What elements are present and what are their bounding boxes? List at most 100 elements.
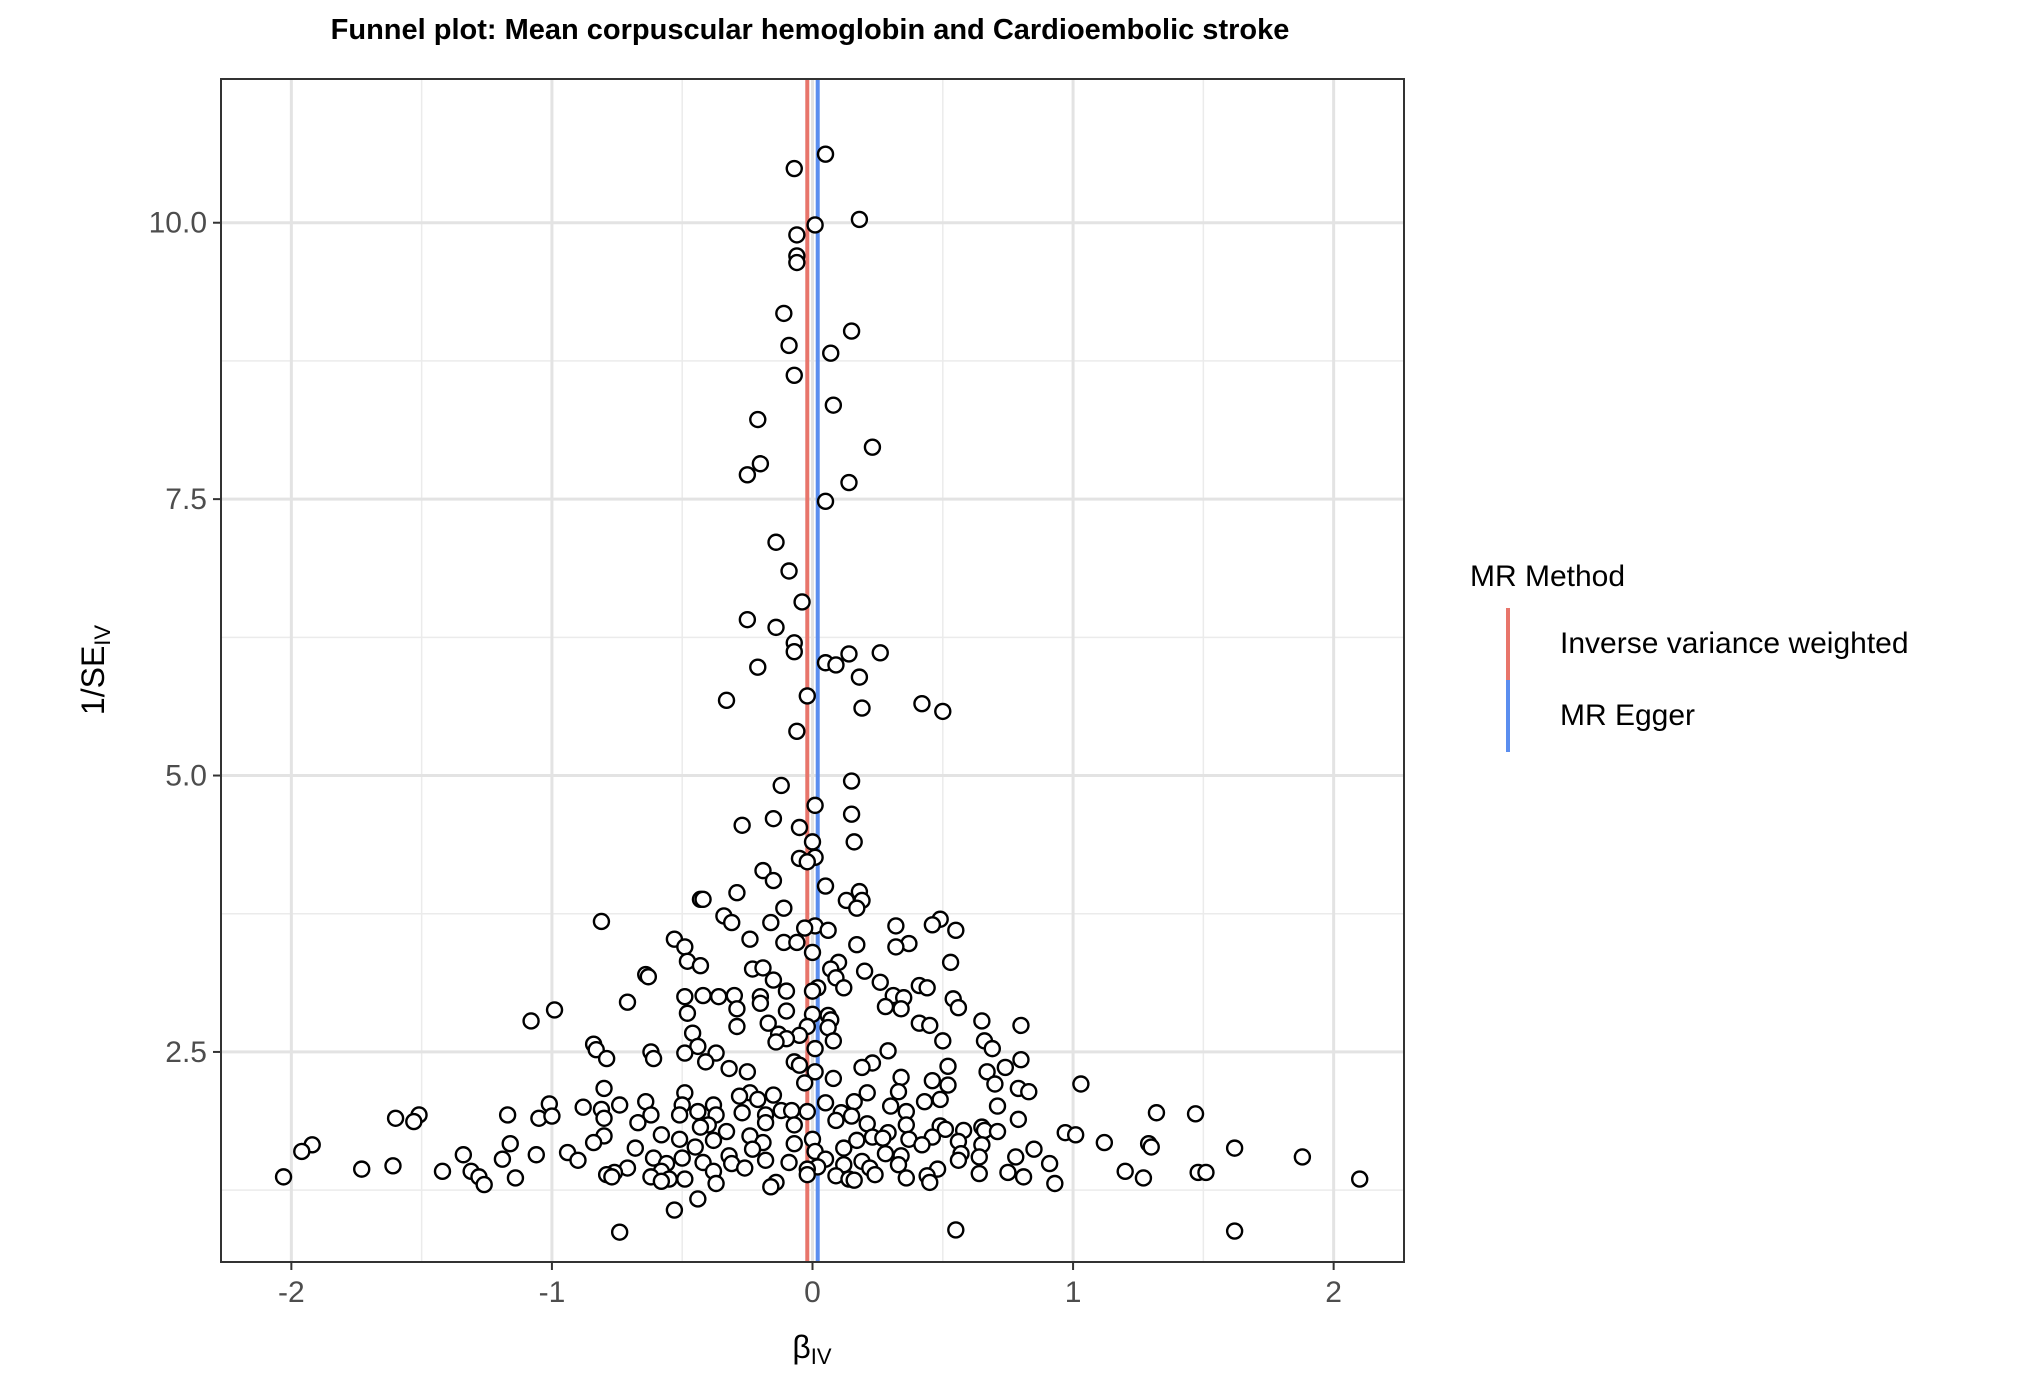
- x-tick-label: 1: [1065, 1276, 1082, 1309]
- data-point: [717, 1122, 736, 1141]
- data-point: [1116, 1162, 1134, 1181]
- data-point: [610, 1096, 629, 1114]
- data-point: [785, 159, 803, 178]
- data-point: [728, 1000, 746, 1018]
- legend-item-ivw: Inverse variance weighted: [1470, 608, 1909, 680]
- data-point: [707, 1174, 725, 1193]
- data-point: [848, 935, 866, 954]
- data-point: [897, 1116, 916, 1134]
- data-point: [597, 1049, 616, 1068]
- data-point: [970, 1148, 988, 1166]
- data-point: [764, 809, 783, 828]
- data-point: [923, 916, 942, 934]
- data-point: [720, 1059, 738, 1078]
- data-point: [835, 1139, 853, 1157]
- data-point: [754, 861, 772, 880]
- data-point: [728, 884, 746, 902]
- data-point: [767, 1033, 785, 1051]
- data-point: [738, 610, 757, 629]
- data-point: [691, 956, 710, 975]
- data-point: [751, 994, 770, 1012]
- data-point: [915, 1092, 934, 1111]
- data-point: [897, 1169, 916, 1187]
- data-point: [689, 1102, 707, 1121]
- data-point: [762, 1178, 780, 1196]
- data-point: [1147, 1104, 1166, 1122]
- data-point: [840, 473, 858, 492]
- data-point: [850, 668, 869, 686]
- data-point: [639, 968, 658, 986]
- data-point: [848, 1131, 866, 1150]
- data-points: [274, 145, 1369, 1241]
- data-point: [1225, 1139, 1244, 1157]
- data-point: [673, 1149, 691, 1167]
- data-point: [842, 805, 861, 823]
- data-point: [1225, 1222, 1244, 1240]
- data-point: [1014, 1168, 1033, 1186]
- data-point: [475, 1175, 493, 1194]
- data-point: [785, 1134, 803, 1153]
- data-point: [996, 1058, 1015, 1077]
- data-point: [892, 1068, 910, 1087]
- data-point: [840, 645, 858, 663]
- data-point: [986, 1075, 1004, 1093]
- data-point: [866, 1165, 884, 1184]
- data-point: [988, 1122, 1007, 1141]
- data-point: [855, 962, 874, 980]
- data-point: [822, 344, 840, 362]
- legend-label-ivw: Inverse variance weighted: [1560, 627, 1909, 660]
- data-point: [749, 658, 767, 676]
- data-point: [889, 1083, 908, 1101]
- data-point: [723, 913, 741, 932]
- data-point: [1025, 1140, 1043, 1158]
- data-point: [592, 912, 611, 931]
- data-point: [670, 1106, 689, 1124]
- x-tick-label: -2: [278, 1276, 305, 1309]
- data-point: [785, 366, 803, 385]
- data-point: [717, 691, 736, 710]
- data-point: [738, 1063, 757, 1081]
- data-point: [934, 1032, 952, 1050]
- data-point: [762, 913, 780, 932]
- data-point: [678, 1004, 697, 1022]
- data-point: [858, 1084, 876, 1102]
- data-point: [733, 816, 751, 834]
- data-point: [584, 1133, 603, 1152]
- data-point: [788, 933, 806, 952]
- data-point: [793, 593, 811, 611]
- data-point: [842, 322, 861, 340]
- data-point: [665, 1201, 684, 1219]
- data-point: [941, 953, 960, 972]
- data-point: [816, 145, 835, 163]
- data-point: [756, 1151, 775, 1169]
- data-point: [887, 917, 905, 935]
- data-point: [545, 1001, 564, 1019]
- data-point: [1009, 1110, 1028, 1129]
- data-point: [736, 1159, 754, 1177]
- data-point: [923, 1071, 942, 1090]
- data-point: [1020, 1083, 1038, 1101]
- data-point: [756, 1113, 775, 1132]
- data-point: [751, 455, 770, 473]
- data-point: [827, 656, 845, 674]
- y-tick-label: 2.5: [165, 1036, 207, 1069]
- data-point: [798, 1102, 816, 1121]
- data-point: [1072, 1075, 1090, 1093]
- data-point: [686, 1138, 704, 1156]
- data-point: [983, 1039, 1001, 1058]
- data-point: [889, 1156, 908, 1174]
- data-point: [767, 618, 785, 637]
- data-point: [921, 1173, 939, 1192]
- data-point: [921, 1016, 939, 1035]
- y-tick-label: 10.0: [149, 207, 207, 240]
- data-point: [798, 853, 816, 871]
- data-point: [506, 1169, 525, 1187]
- data-point: [879, 1042, 897, 1060]
- y-tick-label: 7.5: [165, 483, 207, 516]
- data-point: [842, 772, 861, 790]
- data-point: [876, 997, 895, 1016]
- data-point: [777, 1002, 796, 1020]
- data-point: [816, 492, 835, 511]
- data-point: [816, 1094, 835, 1112]
